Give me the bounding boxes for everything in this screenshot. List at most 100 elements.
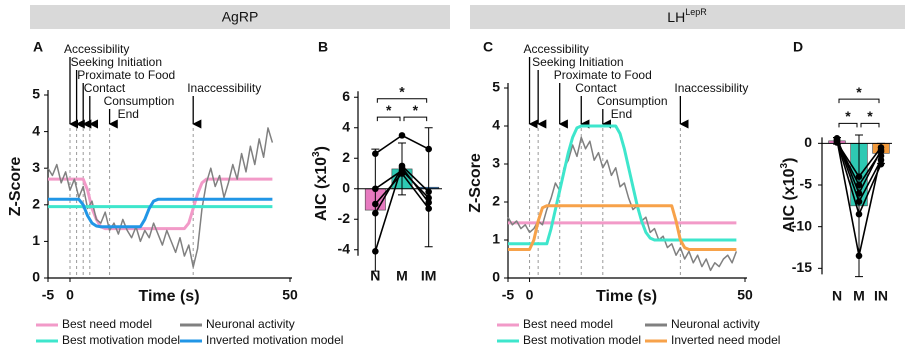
subject-point [425, 205, 432, 212]
significance-bracket [376, 116, 401, 122]
header-title: LH [667, 9, 685, 25]
y-axis-label: AIC (x10 [313, 157, 330, 221]
y-axis-label: AIC (x103) [779, 158, 799, 233]
legend-label: Best need model [523, 317, 613, 331]
subject-point [398, 164, 406, 171]
y-tick-label: 4 [492, 117, 500, 133]
subject-point [855, 181, 863, 189]
x-tick-label: N [370, 268, 380, 284]
y-axis-label: 3 [779, 162, 790, 168]
y-tick-label: -2 [338, 210, 351, 226]
y-tick-label: 2 [492, 193, 500, 209]
event-label: Inaccessibility [674, 81, 748, 95]
y-axis-label: 3 [311, 151, 322, 157]
y-tick-label: 5 [32, 86, 40, 102]
y-tick-label: 0 [804, 134, 812, 150]
y-tick-label: 0 [342, 179, 350, 195]
legend-label: Best motivation model [62, 333, 180, 347]
x-tick-label: 0 [66, 287, 74, 303]
y-axis-label: AIC (x10 [781, 168, 798, 232]
event-label: Seeking Initiation [532, 55, 623, 69]
subject-point [855, 210, 863, 218]
significance-star: * [386, 102, 392, 118]
y-tick-label: 2 [342, 149, 350, 165]
y-tick-label: -5 [800, 176, 813, 192]
subject-point [372, 209, 379, 217]
header-box [470, 5, 905, 29]
significance-bracket [403, 116, 428, 122]
y-axis-label: AIC (x103) [311, 146, 331, 221]
x-tick-label: M [396, 268, 408, 284]
y-tick-label: 3 [492, 155, 500, 171]
x-tick-label: 0 [526, 287, 534, 303]
legend-label: Neuronal activity [206, 317, 295, 331]
x-axis-label: Time (s) [596, 288, 657, 305]
y-tick-label: 5 [492, 79, 500, 95]
event-label: Contact [84, 81, 126, 95]
subject-point [833, 137, 841, 145]
x-tick-label: IM [421, 268, 437, 284]
panel-letter: B [318, 39, 328, 55]
event-label: Contact [575, 81, 617, 95]
subject-point [398, 132, 406, 139]
subject-point [425, 199, 432, 206]
y-tick-label: 4 [342, 118, 350, 134]
x-axis-label: Time (s) [138, 288, 199, 305]
event-label: Seeking Initiation [71, 55, 162, 69]
event-label: End [118, 107, 139, 121]
significance-bracket [838, 98, 880, 104]
y-tick-label: 1 [32, 232, 40, 248]
series-line [507, 136, 738, 272]
panel-letter: D [793, 39, 803, 55]
y-tick-label: 4 [32, 122, 40, 138]
series-line [47, 127, 274, 268]
y-axis-label: ) [781, 158, 798, 163]
event-label: Proximate to Food [77, 68, 175, 82]
header-superscript: LepR [685, 7, 707, 17]
event-label: Inaccessibility [187, 81, 261, 95]
legend-label: Best need model [62, 317, 152, 331]
panel-letter: A [33, 39, 43, 55]
header-title: AgRP [222, 9, 259, 25]
event-label: Proximate to Food [554, 68, 652, 82]
significance-star: * [856, 84, 862, 100]
subject-point [372, 150, 379, 157]
legend-label: Best motivation model [523, 333, 641, 347]
y-tick-label: -10 [792, 217, 812, 233]
x-tick-label: -5 [502, 287, 515, 303]
subject-point [877, 144, 885, 151]
subject-point [372, 247, 379, 255]
y-axis-label: Z-Score [7, 157, 24, 217]
panel-letter: C [483, 39, 493, 55]
y-tick-label: 0 [492, 269, 500, 285]
y-tick-label: 2 [32, 196, 40, 212]
x-tick-label: IN [874, 288, 888, 304]
subject-point [372, 200, 379, 208]
event-label: End [611, 107, 632, 121]
subject-point [372, 185, 379, 193]
significance-star: * [845, 108, 851, 124]
legend-label: Inverted motivation model [206, 333, 343, 347]
subject-point [855, 198, 863, 205]
significance-star: * [399, 83, 405, 99]
legend-label: Inverted need model [671, 333, 780, 347]
y-tick-label: 0 [32, 269, 40, 285]
x-tick-label: 50 [282, 287, 298, 303]
event-label: Accessibility [64, 42, 129, 56]
subject-point [877, 160, 885, 168]
significance-star: * [867, 108, 873, 124]
header-box [30, 5, 450, 29]
series-line [48, 197, 273, 229]
significance-bracket [838, 122, 858, 128]
event-label: Consumption [104, 94, 175, 108]
significance-star: * [413, 102, 419, 118]
y-axis-label: Z-Score [467, 153, 484, 213]
x-tick-label: -5 [42, 287, 55, 303]
header-title: LHLepR [667, 7, 707, 24]
y-tick-label: 1 [492, 231, 500, 247]
subject-point [855, 252, 863, 260]
subject-point [855, 173, 863, 180]
series-line [48, 177, 273, 231]
event-label: Consumption [597, 94, 668, 108]
